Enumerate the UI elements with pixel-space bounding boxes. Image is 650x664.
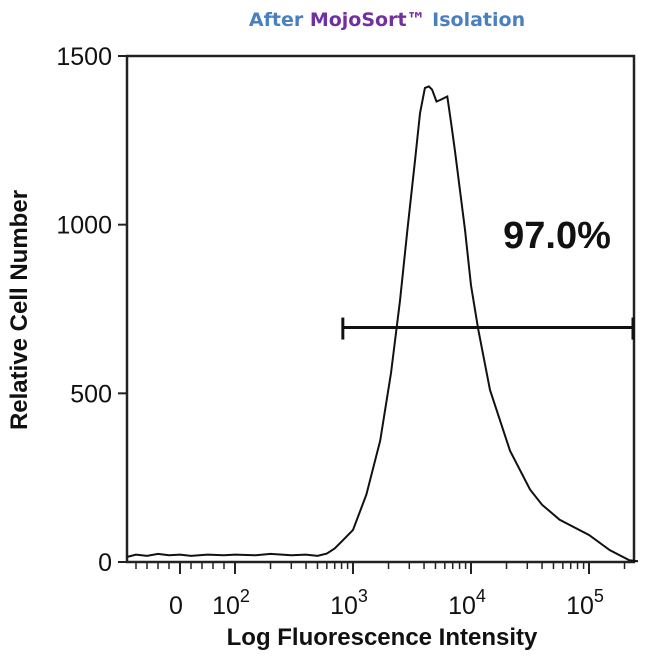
x-tick-label: 104 — [448, 586, 486, 620]
title-part-isolation: Isolation — [426, 9, 526, 31]
chart-title: After MojoSort™ Isolation — [249, 9, 525, 31]
x-tick-exponent: 3 — [358, 586, 368, 606]
x-tick-base: 10 — [212, 592, 240, 620]
gate-percentage-label: 97.0% — [503, 215, 611, 257]
y-tick-label: 1500 — [56, 43, 112, 71]
x-tick-exponent: 5 — [594, 586, 604, 606]
x-tick-base: 10 — [330, 592, 358, 620]
x-tick-label: 0 — [169, 592, 183, 620]
y-tick-label: 0 — [98, 549, 112, 577]
x-tick-exponent: 4 — [476, 586, 486, 606]
x-axis: 0 102 103 104 105 — [135, 562, 626, 620]
plot-frame — [125, 54, 636, 564]
y-axis: 0 500 1000 1500 — [56, 43, 127, 577]
gate-marker — [341, 317, 635, 340]
x-tick-label: 103 — [330, 586, 368, 620]
x-tick-label: 105 — [566, 586, 604, 620]
x-tick-exponent: 2 — [240, 586, 250, 606]
title-part-after: After — [249, 9, 310, 31]
x-tick-base: 0 — [169, 592, 183, 620]
y-tick-label: 500 — [70, 380, 112, 408]
x-tick-label: 102 — [212, 586, 250, 620]
histogram-line — [126, 85, 639, 563]
x-tick-base: 10 — [566, 592, 594, 620]
x-axis-title: Log Fluorescence Intensity — [227, 624, 538, 651]
y-axis-title: Relative Cell Number — [6, 190, 33, 430]
title-part-mojosort: MojoSort™ — [310, 9, 426, 31]
y-tick-label: 1000 — [56, 212, 112, 240]
x-tick-base: 10 — [448, 592, 476, 620]
